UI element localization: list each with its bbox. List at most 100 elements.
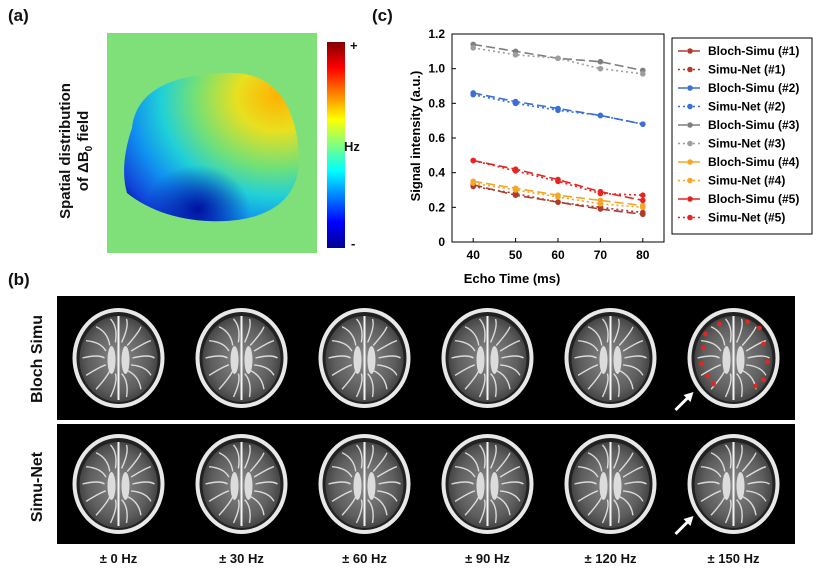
chart-data-point	[640, 192, 646, 198]
mri-slice-image	[564, 308, 657, 408]
chart-data-point	[597, 190, 604, 197]
chart-x-tick-label: 50	[509, 248, 523, 262]
frequency-label: ± 150 Hz	[707, 551, 760, 566]
chart-legend-label: Simu-Net (#4)	[708, 174, 785, 188]
artifact-marker	[761, 377, 766, 383]
chart-legend-marker	[687, 159, 693, 165]
frequency-label: ± 0 Hz	[99, 551, 138, 566]
artifact-marker	[745, 319, 750, 325]
chart-data-point	[597, 58, 604, 65]
chart-data-point	[555, 107, 561, 114]
row-label-simu-net: Simu-Net	[29, 451, 46, 523]
chart-y-tick-label: 0	[438, 235, 445, 249]
chart-x-tick-label: 80	[636, 248, 650, 262]
chart-legend-marker	[687, 177, 693, 184]
chart-data-point	[555, 194, 561, 200]
chart-data-point	[640, 209, 646, 216]
mri-slice-image	[441, 434, 534, 534]
chart-data-point	[512, 52, 519, 58]
chart-y-tick-label: 0.8	[428, 96, 445, 110]
simu-net-image-strip	[57, 424, 795, 544]
b0-title-line2: of ΔB0 field	[75, 110, 95, 192]
mri-slice-image	[674, 308, 780, 412]
chart-x-tick-label: 60	[551, 248, 565, 262]
chart-legend-label: Simu-Net (#1)	[708, 63, 785, 77]
panel-label-a: (a)	[8, 6, 29, 25]
artifact-marker	[705, 373, 710, 379]
bloch-simu-image-strip	[57, 296, 795, 420]
chart-legend-label: Bloch-Simu (#2)	[708, 81, 799, 95]
chart-legend-marker	[687, 103, 693, 110]
chart-data-point	[470, 45, 476, 51]
signal-intensity-chart: 0 0.2 0.4 0.6 0.8 1.0 1.2 40 50 60 70 80 Bloch-Simu…	[408, 28, 813, 286]
chart-data-point	[640, 204, 646, 211]
chart-legend-marker	[687, 48, 693, 54]
frequency-label: ± 90 Hz	[465, 551, 510, 566]
chart-y-axis-label: Signal intensity (a.u.)	[408, 71, 423, 202]
chart-legend-label: Bloch-Simu (#3)	[708, 118, 799, 132]
chart-legend-marker	[687, 214, 693, 221]
mri-slice-image	[441, 308, 534, 408]
mri-slice-image	[195, 308, 288, 408]
mri-slice-image	[564, 434, 657, 534]
chart-data-point	[640, 121, 646, 127]
chart-legend-label: Simu-Net (#2)	[708, 100, 785, 114]
chart-legend-label: Simu-Net (#3)	[708, 137, 785, 151]
chart-y-tick-label: 0.6	[428, 131, 445, 145]
chart-legend-marker	[687, 85, 693, 91]
panel-label-c: (c)	[372, 6, 393, 25]
b0-colorbar	[327, 42, 345, 248]
artifact-marker	[753, 383, 758, 389]
artifact-arrow	[674, 516, 694, 536]
chart-series-line	[473, 159, 643, 196]
chart-data-point	[512, 100, 519, 107]
artifact-marker	[757, 325, 762, 331]
colorbar-unit-label: Hz	[344, 139, 360, 154]
chart-x-tick-label: 40	[467, 248, 481, 262]
mri-slice-image	[72, 434, 165, 534]
artifact-marker	[765, 359, 770, 365]
artifact-marker	[703, 331, 708, 337]
chart-legend-label: Bloch-Simu (#1)	[708, 44, 799, 58]
chart-data-point	[512, 168, 519, 174]
mri-slice-image	[318, 308, 411, 408]
artifact-marker	[717, 321, 722, 327]
artifact-marker	[711, 381, 716, 387]
chart-legend-box	[671, 37, 813, 235]
brain-field-low-region	[124, 73, 300, 222]
chart-y-tick-label: 1.2	[428, 28, 445, 41]
chart-legend-marker	[687, 140, 693, 147]
chart-data-point	[640, 71, 646, 77]
artifact-arrow	[674, 392, 694, 412]
chart-x-axis-label: Echo Time (ms)	[464, 271, 561, 286]
chart-data-point	[597, 112, 604, 119]
frequency-label: ± 30 Hz	[219, 551, 264, 566]
chart-legend-marker	[687, 122, 693, 128]
chart-data-point	[470, 180, 476, 186]
b0-map-title: Spatial distribution of ΔB0 field	[57, 51, 99, 251]
row-label-bloch-simu: Bloch Simu	[29, 315, 46, 404]
mri-slice-image	[674, 434, 780, 536]
panel-label-b: (b)	[8, 270, 30, 289]
chart-data-point	[555, 199, 561, 205]
chart-data-point	[555, 55, 561, 62]
chart-data-point	[512, 187, 519, 193]
artifact-marker	[699, 361, 704, 367]
colorbar-min-label: -	[351, 236, 356, 251]
b0-title-line1: Spatial distribution	[57, 83, 74, 219]
chart-legend-marker	[687, 66, 693, 73]
chart-data-point	[640, 197, 646, 204]
mri-slice-image	[195, 434, 288, 534]
chart-legend-label: Simu-Net (#5)	[708, 211, 785, 225]
b0-field-map	[107, 33, 317, 253]
chart-data-point	[470, 157, 476, 164]
mri-image-grid	[57, 308, 795, 536]
chart-data-point	[555, 178, 561, 185]
chart-legend-label: Bloch-Simu (#5)	[708, 192, 799, 206]
mri-slice-image	[72, 308, 165, 408]
chart-data-point	[597, 65, 604, 72]
artifact-marker	[701, 345, 706, 351]
chart-legend-marker	[687, 196, 693, 202]
chart-y-tick-label: 1.0	[428, 62, 445, 76]
chart-y-tick-label: 0.4	[428, 166, 445, 180]
